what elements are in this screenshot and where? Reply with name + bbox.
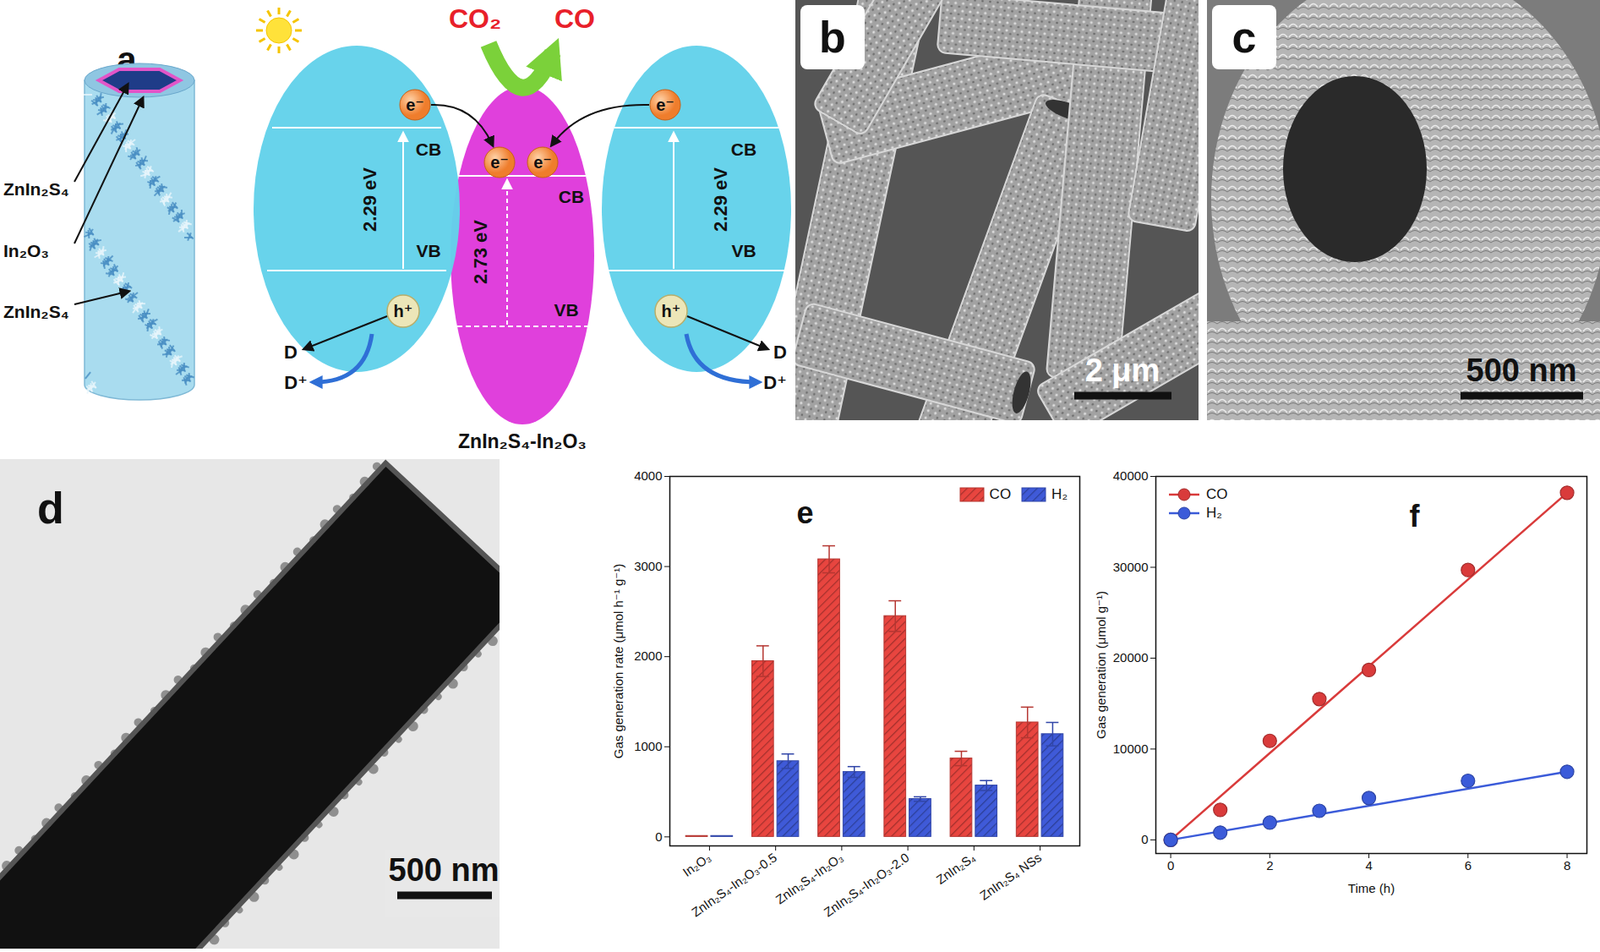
svg-text:c: c: [1232, 12, 1257, 62]
svg-text:VB: VB: [553, 300, 579, 320]
svg-text:2 μm: 2 μm: [1085, 352, 1161, 388]
svg-text:0: 0: [1141, 831, 1148, 847]
svg-text:10000: 10000: [1113, 741, 1149, 756]
svg-text:2.29 eV: 2.29 eV: [359, 167, 381, 232]
svg-text:500 nm: 500 nm: [388, 851, 500, 888]
svg-text:h⁺: h⁺: [661, 301, 682, 321]
html-text:H₂: H₂: [1206, 504, 1223, 521]
svg-text:2: 2: [1266, 857, 1273, 873]
svg-text:ZnIn₂S₄: ZnIn₂S₄: [3, 301, 70, 322]
svg-text:CO₂: CO₂: [448, 3, 502, 34]
svg-text:e: e: [797, 495, 814, 530]
svg-text:f: f: [1409, 498, 1421, 534]
html-text:CO: CO: [1206, 486, 1228, 503]
svg-text:0: 0: [1167, 857, 1175, 873]
svg-text:In₂O₃: In₂O₃: [680, 849, 714, 880]
svg-text:a: a: [116, 39, 137, 80]
svg-text:Gas generation (μmol g⁻¹): Gas generation (μmol g⁻¹): [1093, 590, 1109, 739]
svg-text:D⁺: D⁺: [763, 371, 787, 394]
svg-text:CB: CB: [731, 139, 757, 159]
svg-text:d: d: [37, 483, 65, 533]
html-text:H₂: H₂: [1051, 486, 1068, 503]
svg-text:6: 6: [1464, 857, 1472, 873]
svg-text:e⁻: e⁻: [490, 152, 509, 172]
html-text:CO: CO: [989, 486, 1011, 503]
svg-text:e⁻: e⁻: [533, 152, 552, 172]
svg-text:8: 8: [1563, 857, 1571, 873]
svg-text:VB: VB: [415, 240, 441, 261]
svg-text:VB: VB: [731, 240, 756, 261]
svg-text:In₂O₃: In₂O₃: [3, 240, 50, 261]
svg-text:Gas generation rate (μmol h⁻¹: Gas generation rate (μmol h⁻¹ g⁻¹): [611, 563, 626, 759]
svg-text:Time (h): Time (h): [1348, 880, 1395, 896]
svg-text:D: D: [773, 341, 787, 363]
svg-text:2.29 eV: 2.29 eV: [709, 167, 732, 232]
svg-text:e⁻: e⁻: [405, 95, 425, 115]
svg-text:500 nm: 500 nm: [1466, 352, 1578, 388]
svg-text:b: b: [819, 12, 847, 62]
svg-text:20000: 20000: [1113, 649, 1149, 665]
svg-text:2000: 2000: [633, 648, 662, 663]
svg-text:CO: CO: [554, 3, 596, 34]
svg-text:CB: CB: [415, 139, 442, 159]
svg-text:3000: 3000: [633, 558, 662, 574]
svg-text:e⁻: e⁻: [655, 95, 675, 115]
svg-text:D: D: [283, 341, 298, 363]
svg-text:ZnIn₂S₄-In₂O₃-0.5: ZnIn₂S₄-In₂O₃-0.5: [688, 849, 780, 919]
svg-text:ZnIn₂S₄: ZnIn₂S₄: [3, 179, 70, 199]
svg-text:40000: 40000: [1113, 468, 1149, 483]
svg-text:ZnIn₂S₄-In₂O₃: ZnIn₂S₄-In₂O₃: [772, 849, 846, 907]
svg-text:h⁺: h⁺: [393, 301, 414, 321]
svg-text:D⁺: D⁺: [283, 371, 308, 394]
svg-text:ZnIn₂S₄: ZnIn₂S₄: [933, 849, 978, 887]
svg-text:4: 4: [1365, 857, 1372, 873]
svg-text:30000: 30000: [1113, 559, 1149, 574]
svg-text:CB: CB: [558, 186, 585, 207]
svg-text:ZnIn₂S₄-In₂O₃-2.0: ZnIn₂S₄-In₂O₃-2.0: [820, 849, 912, 919]
svg-text:2.73 eV: 2.73 eV: [469, 219, 492, 284]
svg-text:ZnIn₂S₄ NSs: ZnIn₂S₄ NSs: [977, 849, 1044, 902]
svg-text:4000: 4000: [633, 468, 662, 483]
svg-text:0: 0: [655, 829, 662, 844]
svg-text:1000: 1000: [633, 738, 662, 754]
svg-text:ZnIn₂S₄-In₂O₃: ZnIn₂S₄-In₂O₃: [458, 430, 587, 453]
